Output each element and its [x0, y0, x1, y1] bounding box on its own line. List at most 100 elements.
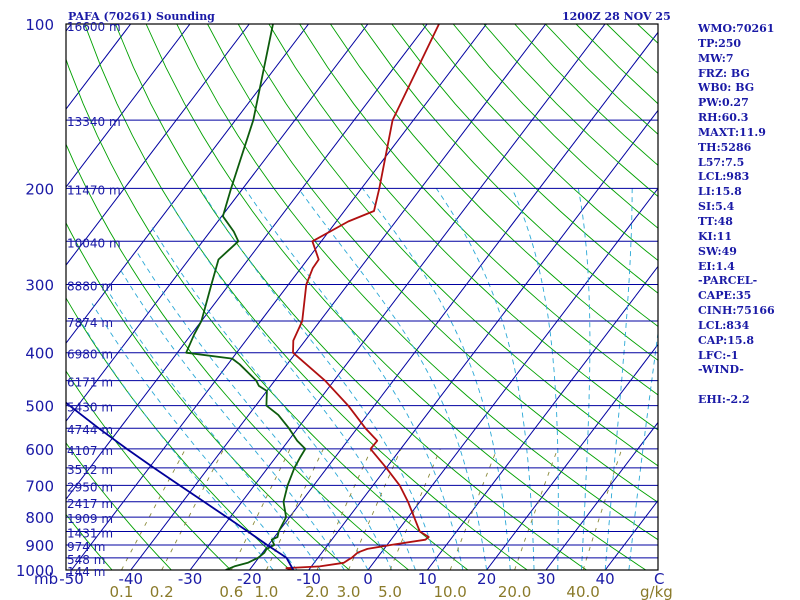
isotherm-line	[66, 24, 369, 423]
mixing-ratio-label: 10.0	[433, 583, 466, 600]
height-label: 7874 m	[67, 316, 113, 330]
index-line: TT:48	[698, 214, 733, 228]
isotherm-line	[249, 31, 658, 570]
pressure-tick-label: 200	[25, 180, 54, 198]
index-line	[698, 378, 798, 393]
index-line: PW:0.27	[698, 96, 749, 110]
height-label: 16600 m	[67, 20, 121, 34]
height-label: 2417 m	[67, 497, 113, 511]
temperature-tick-label: -10	[296, 570, 321, 588]
height-label: 6171 m	[67, 376, 113, 390]
pressure-tick-label: 600	[25, 441, 54, 459]
isotherm-line	[66, 24, 191, 188]
mixing-ratio-line	[514, 448, 559, 570]
index-line: SW:49	[698, 244, 737, 258]
mixing-ratio-label: 0.6	[219, 583, 243, 600]
mixing-ratio-label: 2.0	[305, 583, 329, 600]
chart-title: PAFA (70261) Sounding	[68, 10, 215, 23]
plot-frame	[65, 23, 659, 571]
index-line: MAXT:11.9	[698, 125, 766, 139]
height-label: 4107 m	[67, 444, 113, 458]
height-label: 11470 m	[67, 183, 121, 197]
index-line: RH:60.3	[698, 111, 749, 125]
isotherm-line	[0, 24, 12, 570]
height-label: 10040 m	[67, 236, 121, 250]
index-line: CAP:15.8	[698, 333, 755, 347]
pressure-tick-label: 400	[25, 345, 54, 363]
height-label: 144 m	[67, 565, 105, 579]
index-line: TH:5286	[698, 140, 752, 154]
temperature-unit-label: C	[654, 570, 664, 588]
height-label: 5430 m	[67, 401, 113, 415]
isotherm-line	[66, 24, 250, 266]
pressure-tick-label: 300	[25, 277, 54, 295]
mixing-ratio-label: 5.0	[378, 583, 402, 600]
index-line: EI:1.4	[698, 259, 735, 273]
index-line: -WIND-	[698, 363, 744, 377]
isotherm-line	[130, 24, 547, 570]
height-label: 8880 m	[67, 280, 113, 294]
index-line: WB0: BG	[698, 81, 755, 95]
pressure-unit-label: mb	[34, 570, 58, 588]
mixing-ratio-label: 20.0	[498, 583, 531, 600]
temperature-tick-label: 20	[477, 570, 496, 588]
mixing-ratio-axis: 0.1 0.2 0.6 1.0 2.0 3.0 5.0 10.0 20.0 40.0	[110, 583, 600, 600]
index-line: WMO:70261	[698, 22, 775, 35]
height-label: 4744 m	[67, 423, 113, 437]
isotherm-line	[189, 24, 606, 570]
isotherm-line	[66, 24, 309, 344]
moist-adiabat-line	[91, 303, 298, 570]
moist-adiabat-line	[297, 188, 488, 570]
isotherm-line	[426, 265, 658, 570]
temperature-tick-label: -50	[59, 570, 84, 588]
index-line: EHI:-2.2	[698, 393, 750, 407]
temperature-axis: -50 -40 -30 -20 -10 0 10 20 30 40	[59, 570, 614, 588]
mixing-ratio-label: 40.0	[566, 583, 599, 600]
isotherm-line	[545, 421, 658, 570]
index-line: -PARCEL-	[698, 274, 758, 288]
moist-adiabat-line	[135, 250, 369, 570]
index-line: FRZ: BG	[698, 66, 750, 80]
stability-indices-panel: WMO:70261 TP:250 MW:7 FRZ: BG WB0: BG PW:0.27…	[698, 22, 798, 408]
pressure-tick-label: 1000	[16, 562, 54, 580]
height-label: 974 m	[67, 540, 105, 554]
temperature-tick-label: -20	[237, 570, 262, 588]
isotherm-line	[66, 24, 428, 501]
temperature-tick-label: -30	[178, 570, 203, 588]
temperature-tick-label: 40	[596, 570, 615, 588]
height-label: 1431 m	[67, 526, 113, 540]
temperature-tick-label: -40	[119, 570, 144, 588]
mixing-ratio-label: 0.1	[110, 583, 134, 600]
temperature-profile	[285, 24, 440, 570]
pressure-tick-label: 100	[25, 16, 54, 34]
index-line: LI:15.8	[698, 185, 742, 199]
profiles	[66, 24, 440, 570]
dewpoint-profile	[185, 24, 307, 570]
mixing-ratio-label: 1.0	[254, 583, 278, 600]
pressure-tick-label: 700	[25, 477, 54, 495]
index-line: LCL:834	[698, 318, 750, 332]
moist-adiabat-line	[80, 320, 274, 570]
mixing-ratio-unit-label: g/kg	[640, 583, 673, 600]
temperature-tick-label: 30	[536, 570, 555, 588]
temperature-tick-label: 10	[418, 570, 437, 588]
moist-adiabat-line	[168, 199, 416, 570]
pressure-tick-label: 800	[25, 509, 54, 527]
mixing-ratio-line	[582, 448, 623, 570]
index-line: LFC:-1	[698, 348, 739, 362]
temperature-tick-label: 0	[363, 570, 373, 588]
mixing-ratio-line	[449, 448, 498, 570]
index-line: MW:7	[698, 51, 734, 65]
index-line: CINH:75166	[698, 304, 775, 318]
index-line: LCL:983	[698, 170, 750, 184]
index-line: L57:7.5	[698, 155, 745, 169]
pressure-tick-label: 900	[25, 537, 54, 555]
height-label: 548 m	[67, 553, 105, 567]
moist-adiabat-line	[106, 288, 321, 570]
index-line: SI:5.4	[698, 200, 735, 214]
pressure-axis: 100 200 300 400 500 600 700 800 900 1000	[16, 16, 54, 580]
pressure-tick-label: 500	[25, 398, 54, 416]
height-label: 3512 m	[67, 463, 113, 477]
height-label: 6980 m	[67, 348, 113, 362]
